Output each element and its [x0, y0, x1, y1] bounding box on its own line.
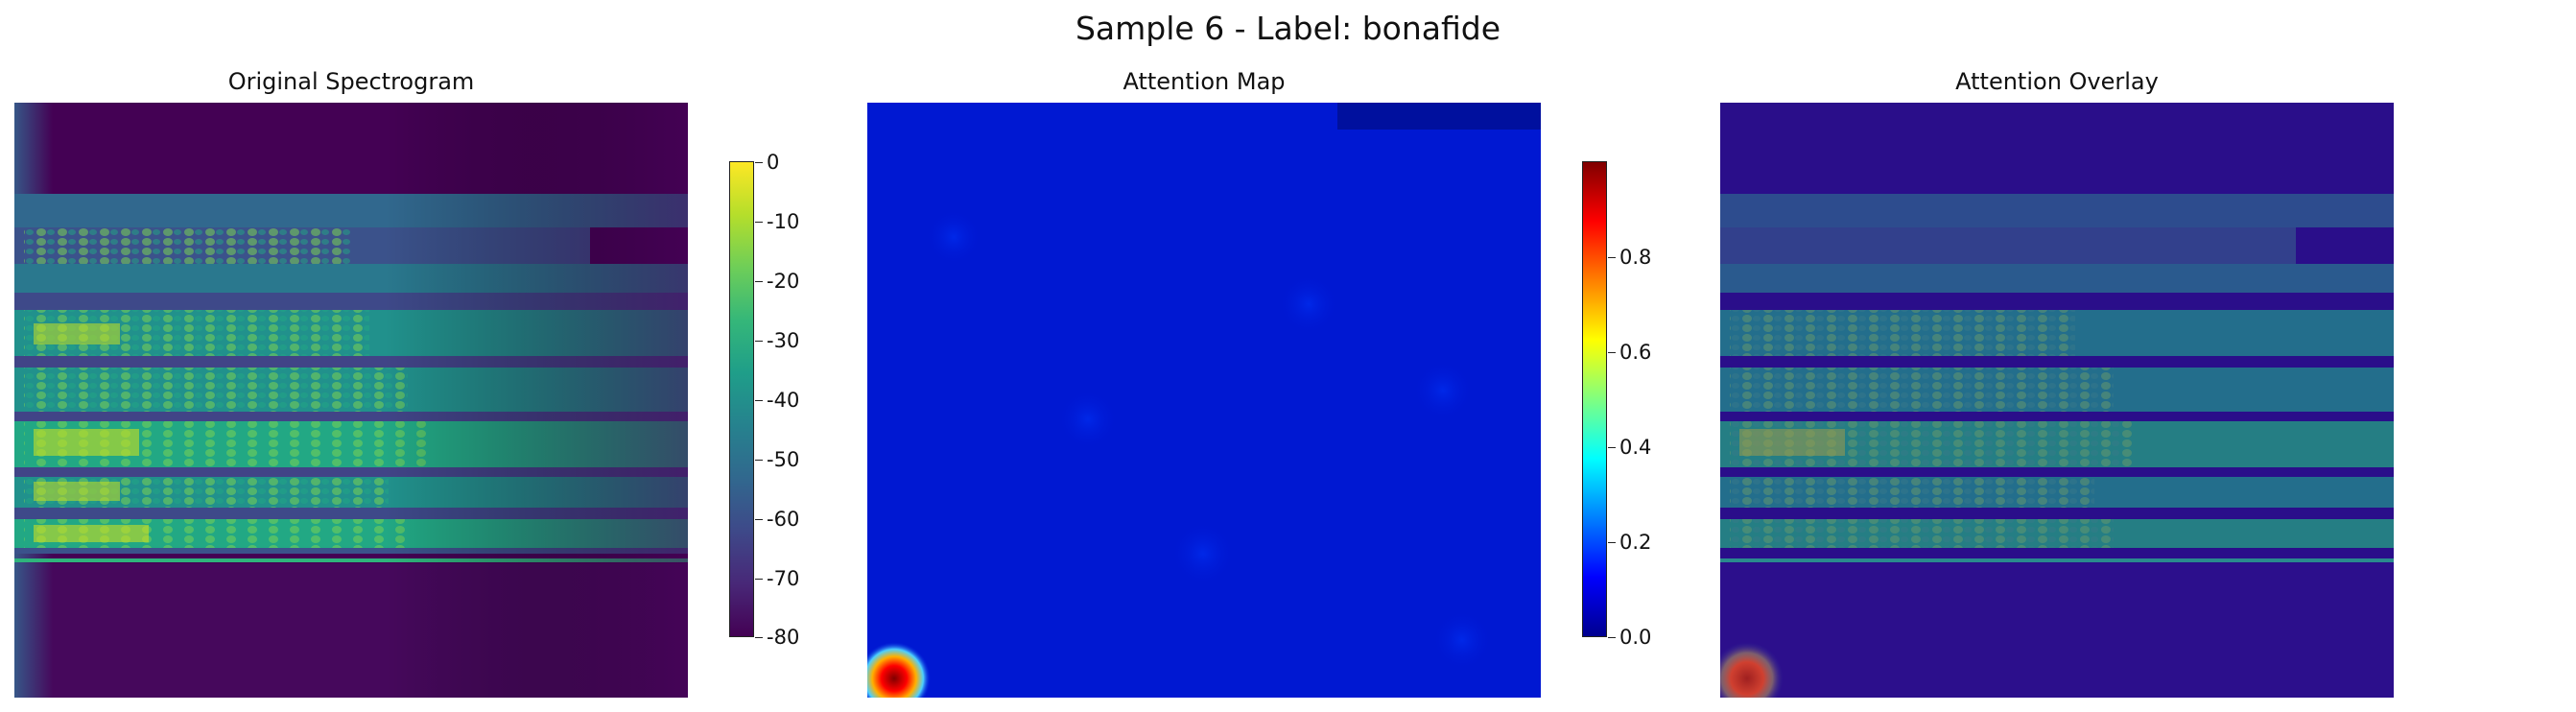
spectrogram-title: Original Spectrogram [227, 68, 475, 95]
colorbar-tick-label: -80 [767, 626, 800, 649]
colorbar-tick-label: 0.8 [1619, 246, 1652, 269]
attention-map-image [867, 103, 1541, 698]
attention-overlay-title: Attention Overlay [1955, 68, 2159, 95]
colorbar-tick-label: 0.6 [1619, 341, 1652, 364]
spectrogram-colorbar: 0 -10 -20 -30 -40 -50 -60 -70 -80 [729, 152, 799, 648]
attention-overlay-image [1720, 103, 2394, 698]
attention-map-title: Attention Map [1123, 68, 1286, 95]
colorbar-tick-label: 0.2 [1619, 531, 1652, 554]
figure-title: Sample 6 - Label: bonafide [1075, 10, 1501, 47]
colorbar-tick-label: -70 [767, 567, 800, 590]
colorbar-tick-label: 0.0 [1619, 626, 1652, 649]
colorbar-tick-label: -60 [767, 508, 800, 531]
colorbar-tick-label: 0 [767, 151, 780, 174]
colorbar-tick-label: 0.4 [1619, 436, 1652, 459]
colorbar-tick-label: -20 [767, 270, 800, 293]
spectrogram-image [14, 103, 688, 698]
colorbar-tick-label: -30 [767, 329, 800, 352]
colorbar-tick-label: -10 [767, 210, 800, 233]
attention-colorbar: 0.0 0.2 0.4 0.6 0.8 [1582, 161, 1651, 648]
colorbar-tick-label: -50 [767, 448, 800, 471]
colorbar-tick-label: -40 [767, 389, 800, 412]
